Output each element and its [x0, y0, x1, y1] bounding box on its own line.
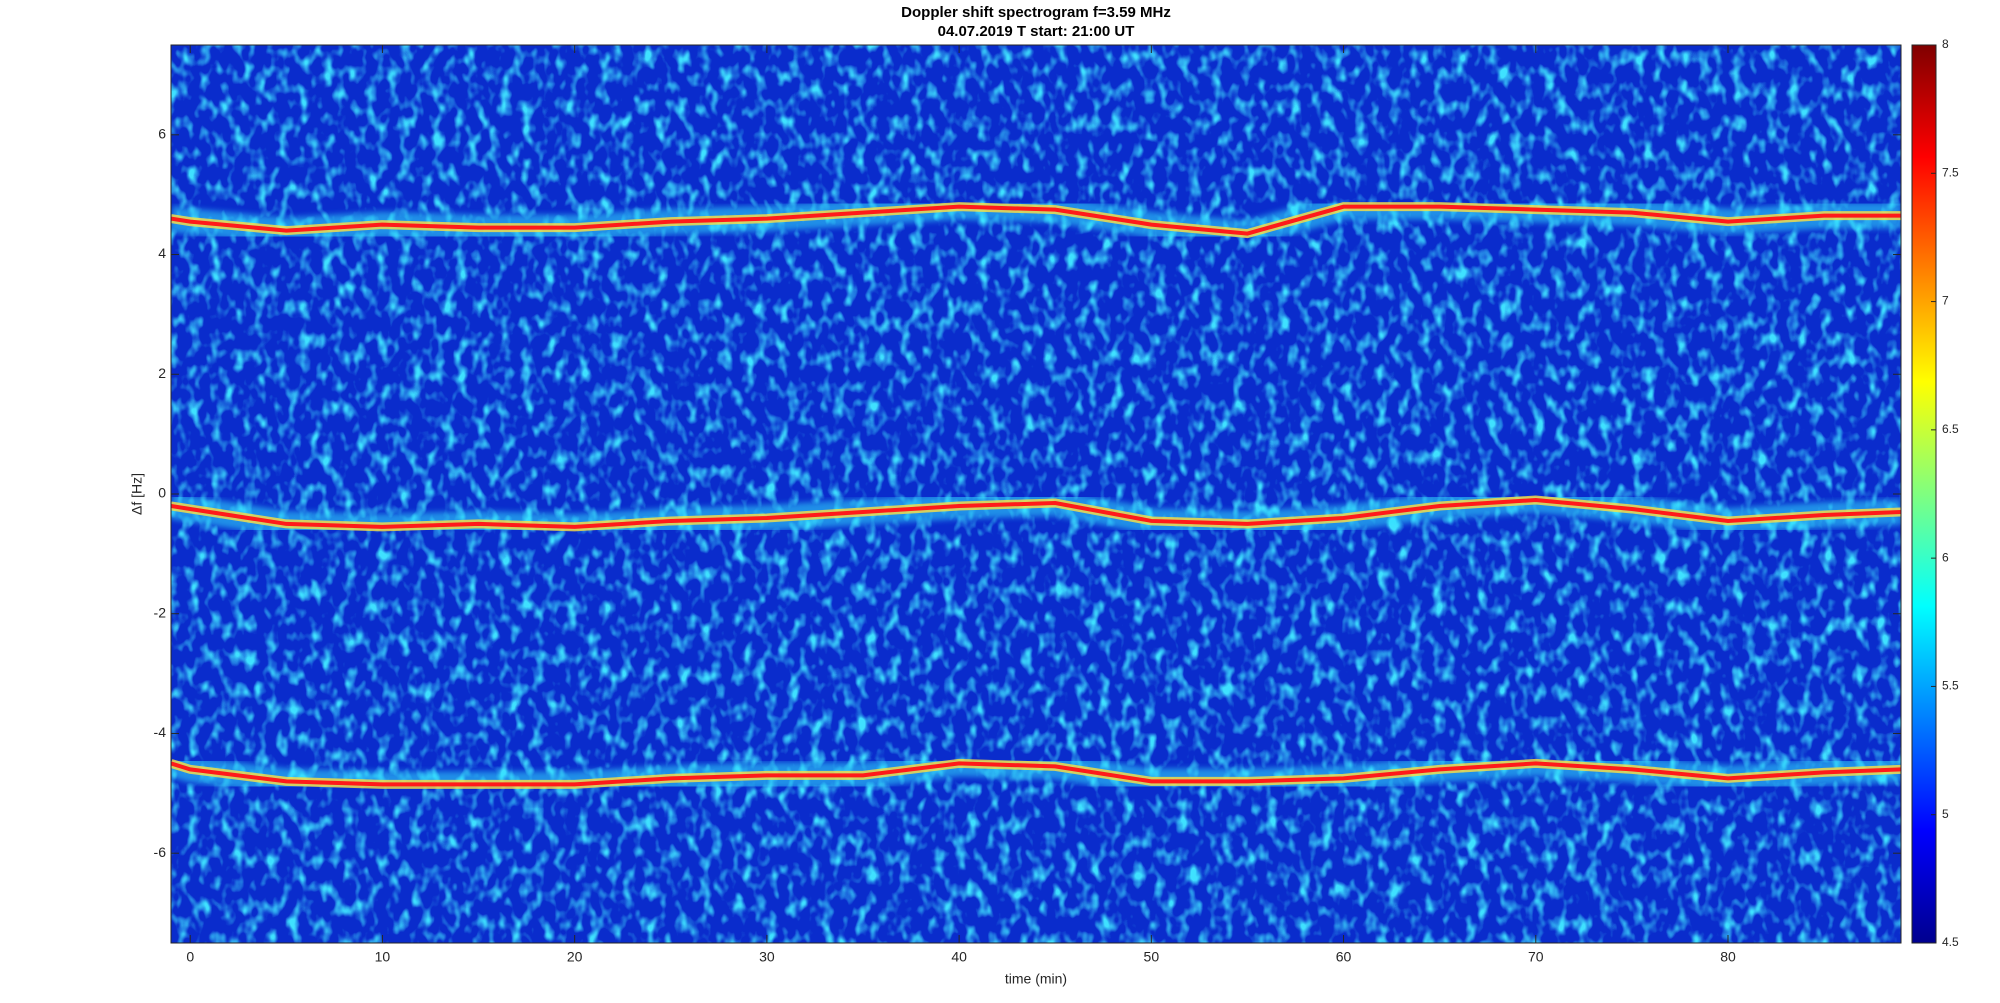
colorbar-tick-label: 4.5: [1942, 935, 1959, 949]
traces: [171, 193, 1901, 798]
x-tick-label: 60: [1336, 949, 1352, 965]
colorbar-tick-label: 5: [1942, 807, 1949, 821]
trace: [171, 761, 1901, 787]
colorbar-tick-label: 7: [1942, 294, 1949, 308]
y-tick-label: 4: [158, 245, 166, 261]
x-tick-label: 70: [1528, 949, 1544, 965]
x-tick-label: 10: [375, 949, 391, 965]
colorbar: [1911, 44, 1937, 944]
y-tick-label: -6: [154, 844, 167, 860]
x-tick-label: 80: [1720, 949, 1736, 965]
chart-subtitle: 04.07.2019 T start: 21:00 UT: [938, 23, 1135, 40]
x-tick-label: 50: [1144, 949, 1160, 965]
y-axis-label: Δf [Hz]: [129, 473, 145, 515]
colorbar-tick-label: 8: [1942, 37, 1949, 51]
colorbar-tick-label: 6: [1942, 550, 1949, 564]
x-axis-label: time (min): [1005, 971, 1067, 987]
chart-title: Doppler shift spectrogram f=3.59 MHz: [901, 4, 1171, 21]
y-tick-label: 6: [158, 126, 166, 142]
plot-area: [171, 45, 1901, 943]
colorbar-tick-label: 7.5: [1942, 165, 1959, 179]
colorbar-tick-label: 6.5: [1942, 422, 1959, 436]
x-tick-label: 20: [567, 949, 583, 965]
x-tick-label: 40: [951, 949, 967, 965]
x-tick-label: 0: [186, 949, 194, 965]
y-tick-label: -2: [154, 604, 167, 620]
trace: [171, 497, 1901, 529]
colorbar-tick-label: 5.5: [1942, 679, 1959, 693]
y-tick-label: -4: [154, 724, 167, 740]
trace: [171, 204, 1901, 236]
x-tick-label: 30: [759, 949, 775, 965]
y-tick-label: 2: [158, 365, 166, 381]
y-tick-label: 0: [158, 485, 166, 501]
